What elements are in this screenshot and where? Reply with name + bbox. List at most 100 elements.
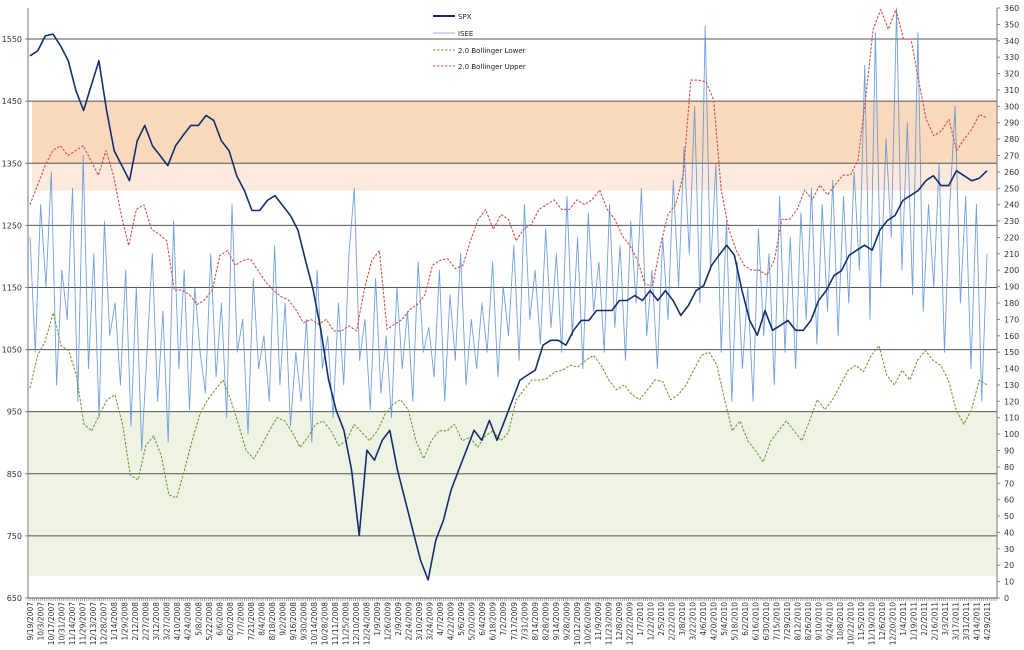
x-tick-label: 10/22/2010	[846, 602, 855, 645]
y-right-tick-label: 20	[1004, 561, 1014, 570]
x-tick-label: 7/2/2009	[499, 602, 508, 636]
x-tick-label: 5/6/2009	[457, 602, 466, 636]
x-tick-label: 9/14/2009	[552, 602, 561, 641]
x-tick-label: 5/22/2008	[205, 602, 214, 641]
x-tick-label: 9/16/2008	[289, 602, 298, 641]
x-tick-label: 1/26/2009	[384, 602, 393, 641]
legend-label-isee: ISEE	[458, 30, 473, 38]
y-left-tick-label: 1550	[2, 35, 22, 44]
x-tick-label: 6/18/2009	[489, 602, 498, 641]
x-tick-label: 7/31/2009	[520, 602, 529, 641]
x-tick-label: 12/22/2009	[625, 602, 634, 645]
x-tick-label: 11/19/2010	[867, 602, 876, 645]
shaded-bands	[29, 101, 997, 577]
x-tick-label: 6/16/2010	[752, 602, 761, 641]
x-tick-label: 8/14/2009	[531, 602, 540, 641]
x-tick-label: 4/20/2010	[710, 602, 719, 641]
x-tick-label: 12/28/2007	[100, 602, 109, 645]
x-tick-label: 9/2/2008	[278, 602, 287, 636]
y-left-tick-label: 1250	[2, 221, 22, 230]
x-tick-label: 12/24/2008	[363, 602, 372, 645]
y-right-tick-label: 110	[1004, 414, 1019, 423]
x-tick-label: 8/4/2008	[257, 602, 266, 636]
x-tick-label: 10/17/2007	[47, 602, 56, 645]
x-tick-label: 10/8/2010	[836, 602, 845, 641]
y-right-tick-label: 350	[1004, 20, 1019, 29]
y-right-tick-label: 260	[1004, 168, 1019, 177]
x-tick-label: 2/27/2008	[142, 602, 151, 641]
x-tick-label: 9/19/2007	[26, 602, 35, 641]
x-tick-label: 9/24/2010	[825, 602, 834, 641]
legend-label-upper: 2.0 Bollinger Upper	[458, 63, 526, 71]
band-high-light	[32, 163, 997, 191]
series-layer	[29, 7, 988, 581]
x-tick-label: 2/2/2011	[920, 602, 929, 636]
y-left-tick-label: 1150	[2, 283, 22, 292]
x-tick-label: 7/7/2008	[236, 602, 245, 636]
x-tick-label: 2/16/2011	[930, 602, 939, 641]
x-tick-label: 5/18/2010	[731, 602, 740, 641]
y-right-tick-label: 130	[1004, 381, 1019, 390]
x-tick-label: 11/11/2008	[331, 602, 340, 645]
x-tick-label: 7/29/2010	[783, 602, 792, 641]
x-tick-label: 4/29/2011	[983, 602, 992, 641]
y-right-tick-label: 140	[1004, 365, 1019, 374]
axes: 650 750 850 950 1050 1150 1250 1350 1450 1550 0 10 2…	[2, 4, 1020, 645]
y-right-tick-label: 180	[1004, 299, 1019, 308]
y-right-tick-label: 230	[1004, 217, 1019, 226]
x-tick-label: 1/7/2010	[636, 602, 645, 636]
x-tick-label: 4/22/2009	[447, 602, 456, 641]
x-tick-label: 1/22/2010	[646, 602, 655, 641]
y-right-tick-label: 10	[1004, 578, 1014, 587]
y-right-tick-label: 250	[1004, 184, 1019, 193]
x-tick-label: 3/17/2011	[951, 602, 960, 641]
y-right-tick-label: 50	[1004, 512, 1014, 521]
x-tick-label: 10/12/2009	[573, 602, 582, 645]
y-right-tick-label: 220	[1004, 233, 1019, 242]
x-tick-label: 6/4/2009	[478, 602, 487, 636]
y-right-tick-label: 100	[1004, 430, 1019, 439]
y-right-tick-label: 280	[1004, 135, 1019, 144]
x-tick-label: 4/14/2011	[972, 602, 981, 641]
x-tick-label: 9/28/2009	[562, 602, 571, 641]
x-tick-label: 12/13/2007	[89, 602, 98, 645]
y-right-tick-label: 170	[1004, 315, 1019, 324]
x-tick-label: 11/23/2009	[604, 602, 613, 645]
series-2-0-bollinger-lower	[29, 312, 988, 499]
x-tick-label: 6/20/2008	[226, 602, 235, 641]
x-tick-label: 1/4/2011	[899, 602, 908, 636]
x-tick-label: 11/5/2010	[857, 602, 866, 641]
x-tick-label: 7/17/2009	[510, 602, 519, 641]
y-left-tick-label: 1050	[2, 346, 22, 355]
x-tick-label: 6/2/2010	[741, 602, 750, 636]
x-tick-label: 2/22/2010	[668, 602, 677, 641]
y-right-tick-label: 150	[1004, 348, 1019, 357]
x-tick-label: 8/18/2008	[268, 602, 277, 641]
x-tick-label: 8/26/2010	[804, 602, 813, 641]
x-tick-label: 3/12/2008	[152, 602, 161, 641]
y-right-tick-label: 120	[1004, 397, 1019, 406]
x-tick-label: 5/4/2010	[720, 602, 729, 636]
y-right-tick-label: 310	[1004, 86, 1019, 95]
y-right-tick-label: 210	[1004, 250, 1019, 259]
x-tick-label: 9/30/2008	[299, 602, 308, 641]
y-right-tick-label: 290	[1004, 119, 1019, 128]
x-tick-label: 2/5/2010	[657, 602, 666, 636]
y-left-tick-label: 750	[7, 532, 22, 541]
x-tick-label: 11/25/2008	[341, 602, 350, 645]
x-tick-label: 2/24/2009	[405, 602, 414, 641]
x-tick-label: 5/8/2008	[194, 602, 203, 636]
y-right-tick-label: 330	[1004, 53, 1019, 62]
x-tick-label: 3/27/2008	[163, 602, 172, 641]
y-right-tick-label: 240	[1004, 201, 1019, 210]
x-tick-label: 10/26/2009	[583, 602, 592, 645]
x-tick-label: 5/20/2009	[468, 602, 477, 641]
y-left-tick-label: 650	[7, 594, 22, 603]
x-tick-label: 1/19/2011	[909, 602, 918, 641]
x-tick-label: 1/9/2009	[373, 602, 382, 636]
x-tick-label: 10/14/2008	[310, 602, 319, 645]
x-tick-label: 4/10/2008	[173, 602, 182, 641]
y-right-tick-label: 200	[1004, 266, 1019, 275]
x-tick-label: 3/3/2011	[941, 602, 950, 636]
y-right-tick-label: 90	[1004, 447, 1014, 456]
